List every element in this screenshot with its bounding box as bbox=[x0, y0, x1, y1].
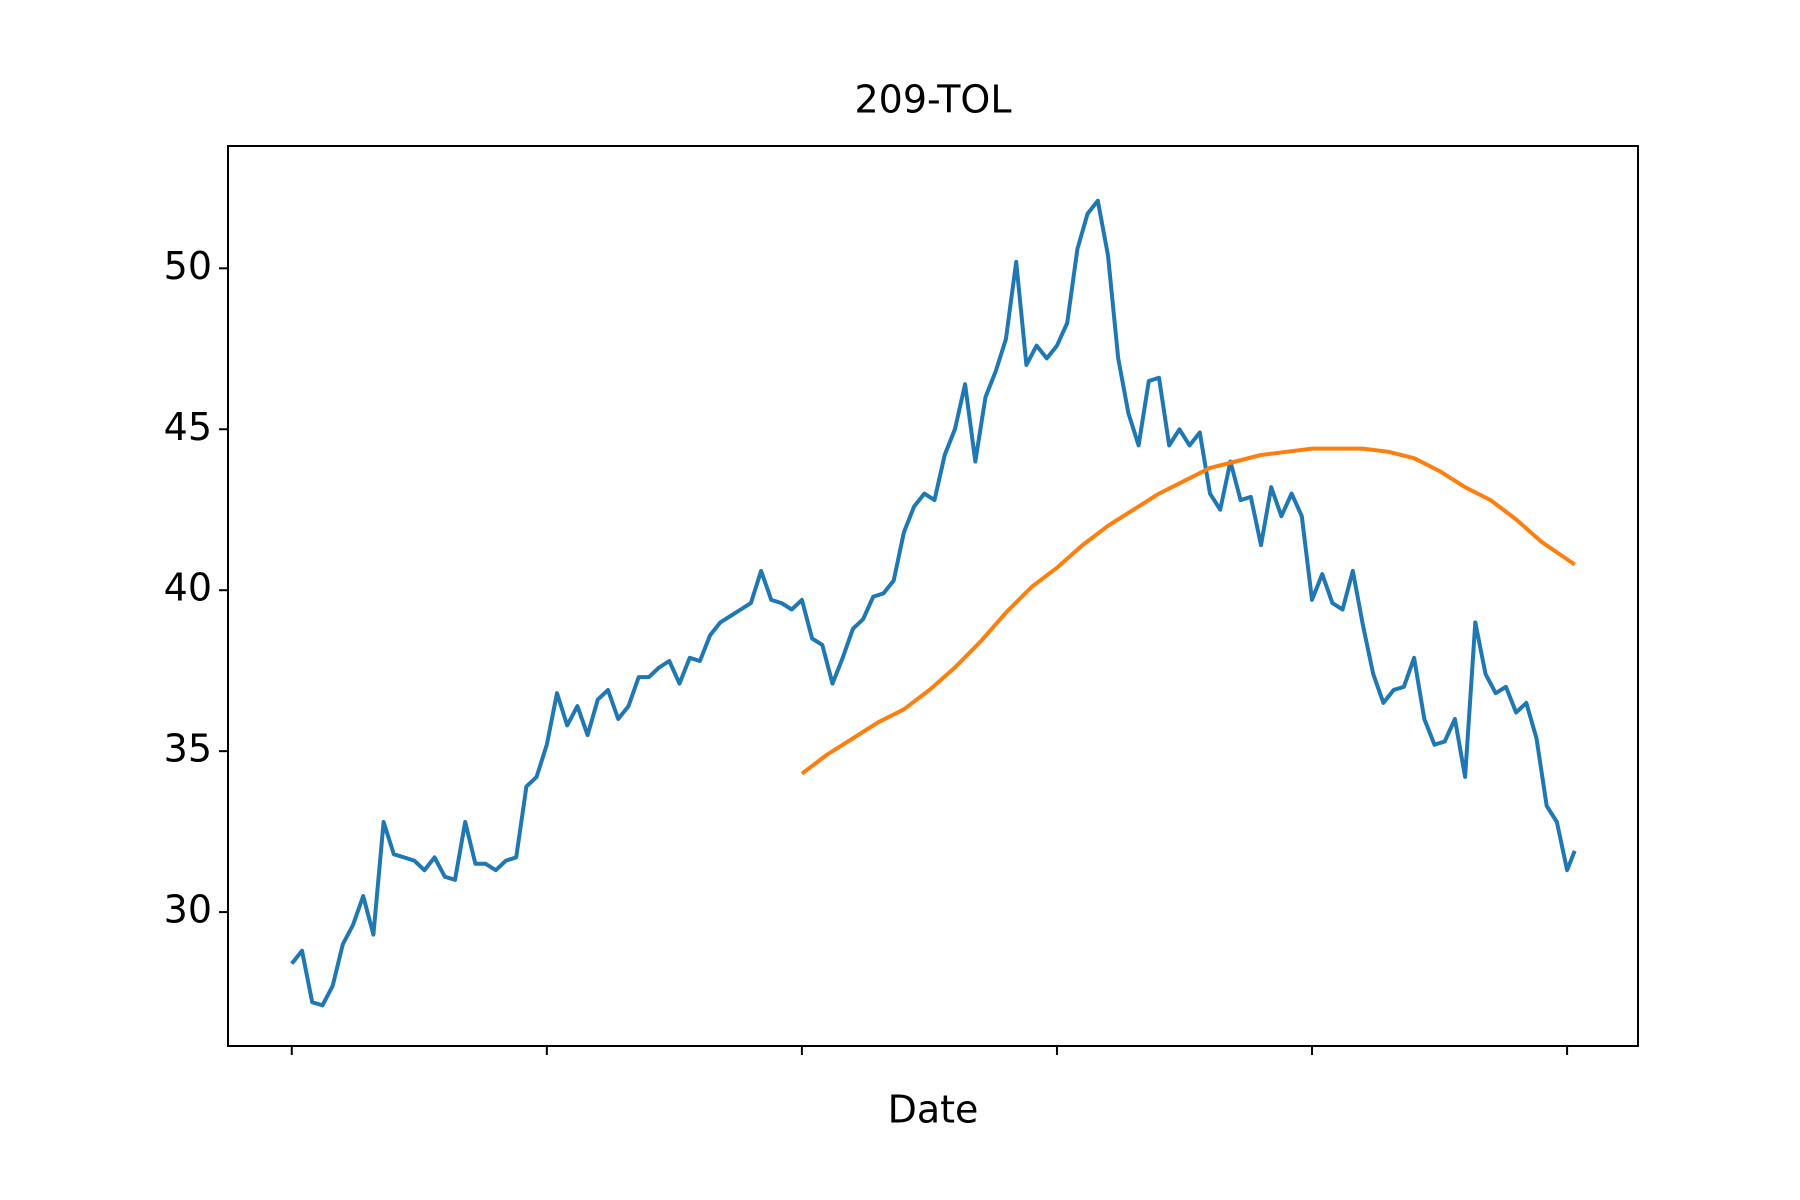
plot-frame bbox=[227, 145, 1639, 1047]
y-tick-label: 30 bbox=[164, 888, 212, 932]
data-line bbox=[290, 198, 1577, 1008]
y-tick-label: 50 bbox=[164, 244, 212, 288]
y-tick-label: 45 bbox=[164, 405, 212, 449]
chart-title: 209-TOL bbox=[854, 78, 1011, 122]
y-tick-label: 40 bbox=[164, 566, 212, 610]
x-axis-label: Date bbox=[888, 1088, 979, 1132]
data-line bbox=[800, 446, 1576, 776]
y-tick-label: 35 bbox=[164, 727, 212, 771]
